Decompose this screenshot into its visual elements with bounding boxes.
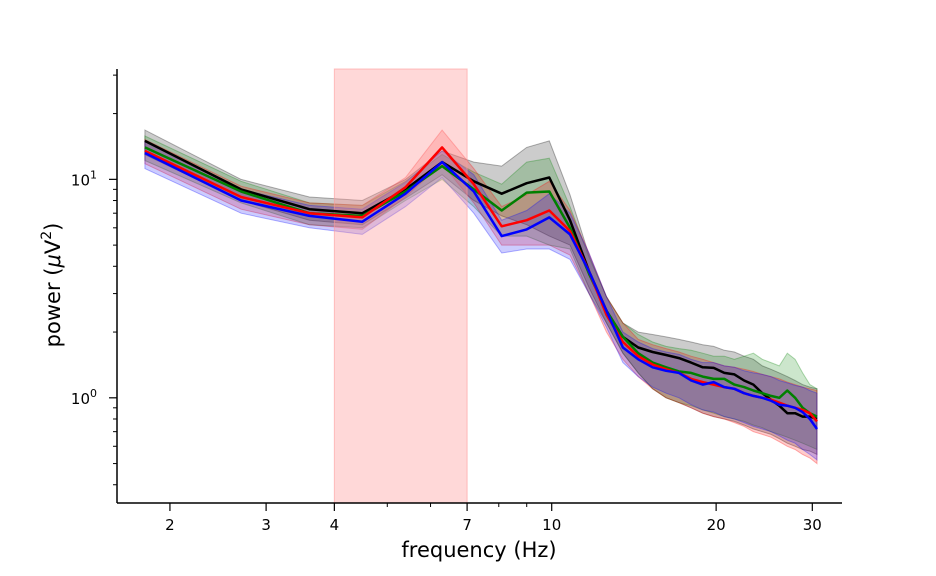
- band-3: [144, 140, 818, 461]
- theta-band-highlight: [333, 68, 468, 504]
- x-tick-label: 4: [330, 516, 340, 534]
- band-0: [144, 129, 818, 456]
- x-axis-label: frequency (Hz): [401, 538, 556, 562]
- axes: [116, 69, 842, 504]
- x-tick-label: 20: [707, 516, 726, 534]
- x-tick-label: 10: [542, 516, 561, 534]
- ticks: 2 3 4 7 10 20 30 100 101: [71, 74, 822, 534]
- x-tick-label: 30: [803, 516, 822, 534]
- y-axis-label: power (μV2): [39, 223, 65, 348]
- y-tick-label: 101: [71, 168, 97, 189]
- x-tick-label: 2: [165, 516, 175, 534]
- highlight-band-rect: [333, 68, 468, 504]
- confidence-bands: [144, 129, 818, 465]
- series-line-2: [144, 146, 818, 423]
- x-tick-label: 3: [261, 516, 271, 534]
- series-line-3: [144, 151, 819, 430]
- x-tick-label: 7: [462, 516, 472, 534]
- series-line-1: [144, 146, 818, 418]
- series-lines: [144, 139, 819, 430]
- y-tick-label: 100: [71, 387, 97, 408]
